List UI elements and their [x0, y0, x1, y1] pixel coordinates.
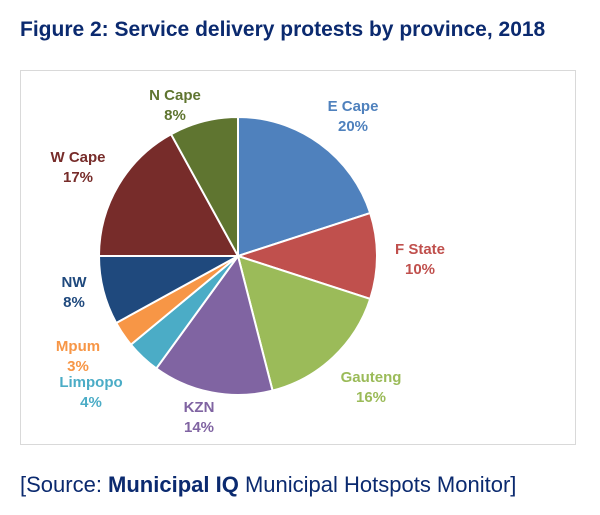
pie-slice-f-state: [234, 211, 378, 301]
slice-label-value: 10%: [404, 261, 436, 278]
slice-label-e-cape: E Cape 20%: [328, 97, 379, 137]
slice-label-name: N Cape: [149, 87, 201, 104]
slice-label-kzn: KZN 14%: [184, 398, 215, 438]
slice-label-name: NW: [61, 274, 87, 291]
slice-label-name: F State: [394, 241, 446, 258]
slice-label-value: 8%: [63, 294, 85, 311]
slice-label-value: 3%: [67, 358, 89, 375]
slice-label-name: E Cape: [327, 98, 379, 115]
slice-label-w-cape: W Cape 17%: [50, 148, 105, 188]
slice-label-value: 8%: [164, 107, 186, 124]
source-note: [Source: Municipal IQ Municipal Hotspots…: [20, 472, 516, 498]
slice-label-n-cape: N Cape 8%: [149, 86, 201, 126]
slice-label-name: KZN: [183, 399, 215, 416]
slice-label-gauteng: Gauteng 16%: [341, 368, 402, 408]
source-prefix: [Source:: [20, 472, 109, 497]
slice-label-value: 17%: [62, 169, 94, 186]
pie-slice-e-cape: [237, 115, 372, 258]
source-organization: Municipal IQ: [108, 472, 239, 497]
slice-label-limpopo: Limpopo 4%: [59, 373, 122, 413]
slice-label-value: 20%: [337, 118, 369, 135]
source-suffix: Municipal Hotspots Monitor]: [238, 472, 517, 497]
chart-title: Figure 2: Service delivery protests by p…: [20, 18, 546, 41]
slice-label-name: Mpum: [55, 338, 101, 355]
pie-slice-n-cape: [169, 115, 239, 257]
pie-slice-gauteng: [236, 254, 372, 392]
slice-label-name: W Cape: [50, 149, 106, 166]
slice-label-nw: NW 8%: [62, 273, 87, 313]
slice-label-f-state: F State 10%: [395, 240, 445, 280]
slice-label-name: Limpopo: [59, 374, 123, 391]
slice-label-name: Gauteng: [340, 369, 402, 386]
slice-label-mpum: Mpum 3%: [56, 337, 100, 377]
chart-frame: [20, 70, 576, 445]
pie-slice-kzn: [154, 253, 274, 396]
slice-label-value: 16%: [355, 389, 387, 406]
pie-slice-w-cape: [97, 132, 240, 257]
slice-label-value: 14%: [183, 419, 215, 436]
slice-label-value: 4%: [80, 394, 102, 411]
